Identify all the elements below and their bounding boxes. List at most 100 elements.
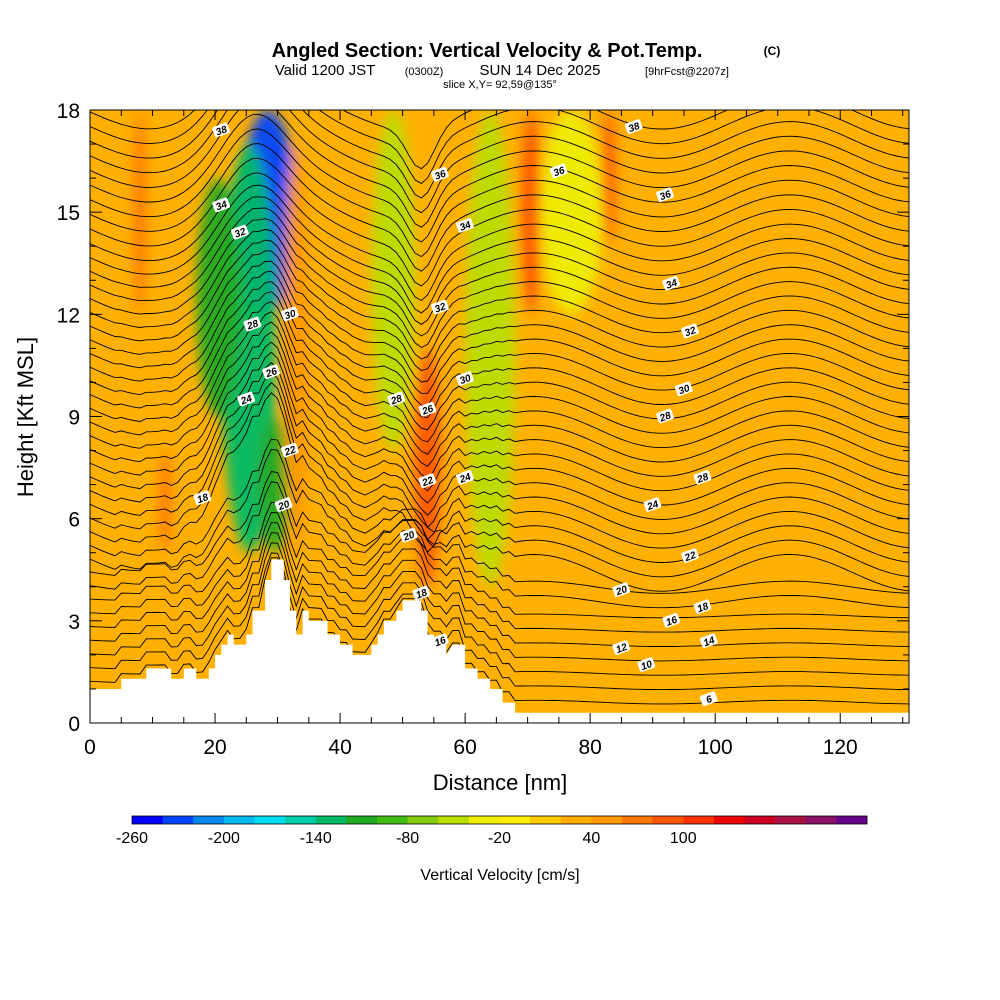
contour-label: 34 <box>456 217 474 234</box>
colorbar <box>131 815 868 825</box>
svg-text:36: 36 <box>433 168 448 182</box>
colorbar-labels: -260 -200 -140 -80 -20 40 100 <box>116 830 697 847</box>
contour-label: 16 <box>431 633 449 649</box>
isentrope <box>90 110 909 214</box>
colorbar-tick-label: -260 <box>116 830 148 847</box>
contour-label: 18 <box>693 599 712 615</box>
svg-text:12: 12 <box>615 642 630 656</box>
contour-label: 30 <box>456 371 474 387</box>
colorbar-swatch <box>162 816 194 824</box>
isentrope <box>90 239 909 371</box>
isentrope <box>90 207 909 337</box>
y-tick-label: 3 <box>68 611 80 634</box>
contour-label: 22 <box>681 548 699 564</box>
isentrope <box>90 184 909 314</box>
colorbar-swatch <box>438 816 470 824</box>
colorbar-swatch <box>622 816 653 824</box>
isentrope <box>90 128 909 258</box>
contour-label: 20 <box>399 527 418 544</box>
isentrope <box>90 270 909 406</box>
y-axis-label: Height [Kft MSL] <box>13 337 38 497</box>
y-tick-label: 0 <box>68 713 80 736</box>
contour-label: 38 <box>624 119 643 135</box>
contour-label: 24 <box>456 469 474 486</box>
isentrope <box>90 250 909 383</box>
contour-label: 28 <box>693 469 712 486</box>
colorbar-tick-label: -200 <box>208 830 240 847</box>
svg-text:32: 32 <box>683 325 698 339</box>
velocity-cell <box>196 178 241 417</box>
isentrope <box>90 371 909 535</box>
colorbar-tick-label: -140 <box>300 830 332 847</box>
colorbar-swatch <box>285 816 317 824</box>
svg-text:26: 26 <box>264 366 280 381</box>
title-units: (C) <box>764 44 781 58</box>
isentrope <box>90 110 909 184</box>
colorbar-swatch <box>591 816 623 824</box>
subtitle-date: SUN 14 Dec 2025 <box>480 62 601 79</box>
velocity-cell <box>602 110 616 247</box>
svg-text:10: 10 <box>640 659 655 673</box>
svg-text:30: 30 <box>283 308 298 322</box>
contour-label: 18 <box>412 585 431 602</box>
isentrope <box>90 557 909 705</box>
isentrope <box>90 260 909 395</box>
svg-text:32: 32 <box>233 226 248 240</box>
isentrope <box>90 321 909 467</box>
colorbar-swatch <box>468 816 500 824</box>
chart-title: Angled Section: Vertical Velocity & Pot.… <box>272 40 703 62</box>
svg-text:24: 24 <box>645 499 661 514</box>
colorbar-swatch <box>132 816 163 824</box>
colorbar-swatch <box>223 816 255 824</box>
isentrope <box>90 542 909 676</box>
colorbar-swatch <box>346 816 378 824</box>
isentrope <box>90 281 909 419</box>
subtitle-utc: (0300Z) <box>405 66 444 78</box>
isentrope <box>90 110 909 199</box>
colorbar-swatch <box>530 816 562 824</box>
isentrope <box>90 291 909 431</box>
contour-label: 18 <box>193 490 212 506</box>
colorbar-swatch <box>683 816 715 824</box>
colorbar-tick-label: 100 <box>670 830 697 847</box>
y-tick-label: 9 <box>68 407 80 430</box>
svg-text:20: 20 <box>401 529 417 544</box>
contour-label: 32 <box>681 323 699 339</box>
plot-area: 38 38363636343434323232303030282828282626… <box>90 110 909 723</box>
svg-text:20: 20 <box>276 499 292 514</box>
contour-label: 22 <box>281 442 299 459</box>
colorbar-swatch <box>775 816 807 824</box>
svg-text:28: 28 <box>245 318 261 333</box>
isentrope <box>90 522 909 647</box>
isentrope <box>90 552 909 691</box>
contour-label: 28 <box>387 391 406 408</box>
contour-label: 36 <box>431 166 449 183</box>
svg-text:34: 34 <box>215 199 230 213</box>
isentrope <box>90 470 909 594</box>
colorbar-swatch <box>377 816 408 824</box>
svg-text:28: 28 <box>657 410 673 425</box>
contour-label: 26 <box>418 401 437 418</box>
isentrope <box>90 228 909 360</box>
svg-text:38: 38 <box>627 121 642 135</box>
velocity-cell <box>540 110 603 315</box>
isentrope <box>90 501 909 619</box>
colorbar-swatch <box>836 816 868 824</box>
contour-label: 14 <box>699 633 718 649</box>
colorbar-swatch <box>407 816 439 824</box>
colorbar-swatch <box>652 816 684 824</box>
x-tick-label: 60 <box>453 736 476 759</box>
svg-text:24: 24 <box>239 393 255 408</box>
slice-info: slice X,Y= 92,59@135° <box>443 79 557 91</box>
x-tick-label: 40 <box>328 736 351 759</box>
isentrope <box>90 331 909 480</box>
contour-label: 28 <box>243 316 262 333</box>
contour-label: 24 <box>237 391 255 408</box>
isentrope <box>90 351 909 506</box>
svg-text:34: 34 <box>458 220 473 234</box>
contour-label: 36 <box>656 187 674 203</box>
contour-label: 36 <box>549 163 568 179</box>
svg-text:26: 26 <box>420 403 436 418</box>
isentrope <box>90 361 909 520</box>
